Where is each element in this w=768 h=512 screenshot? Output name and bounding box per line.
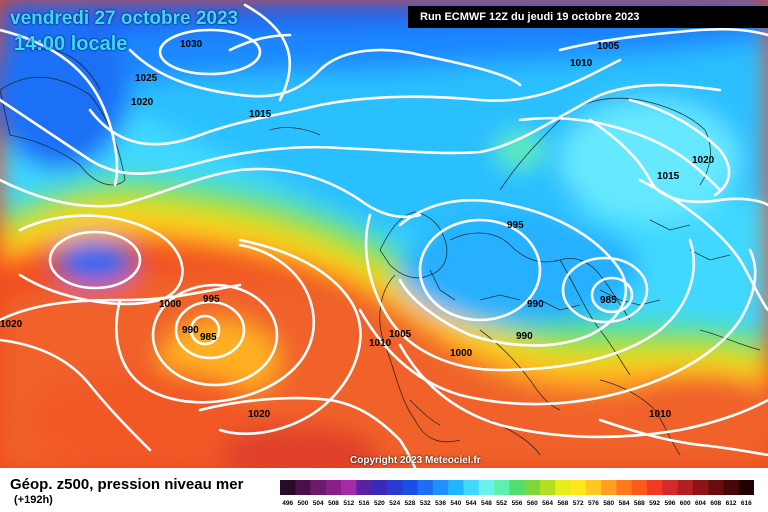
forecast-time: 14:00 locale xyxy=(14,33,128,55)
scale-swatch xyxy=(662,480,678,495)
scale-swatch xyxy=(677,480,694,495)
isobar-label: 1010 xyxy=(570,58,593,69)
scale-swatch xyxy=(631,480,648,495)
color-scale: 496 500 504 508 512 516 520 524 528 532 536 540 544 5… xyxy=(280,480,754,507)
scale-tick-label: 496 xyxy=(282,500,293,507)
scale-swatch xyxy=(402,480,418,495)
scale-tick-label: 576 xyxy=(588,500,599,507)
scale-tick-label: 560 xyxy=(527,500,538,507)
scale-swatch xyxy=(708,480,724,495)
isobar-label: 985 xyxy=(200,332,217,343)
scale-swatch xyxy=(646,480,663,495)
scale-tick-label: 556 xyxy=(512,500,523,507)
scale-tick-label: 608 xyxy=(710,500,721,507)
legend-title: Géop. z500, pression niveau mer xyxy=(10,476,244,493)
scale-tick-label: 568 xyxy=(557,500,568,507)
scale-swatch xyxy=(432,480,449,495)
scale-tick-label: 580 xyxy=(603,500,614,507)
isobar-label: 1000 xyxy=(159,299,182,310)
copyright-notice: Copyright 2023 Meteociel.fr xyxy=(350,455,481,466)
scale-swatch xyxy=(738,480,754,495)
scale-tick-label: 616 xyxy=(741,500,752,507)
isobar-label: 1020 xyxy=(248,409,271,420)
scale-swatch xyxy=(616,480,632,495)
isobars xyxy=(0,3,768,468)
isobar-label: 990 xyxy=(527,299,544,310)
scale-swatch xyxy=(601,480,617,495)
weather-map: 1030 1025 1020 1015 1005 1010 1020 1015 … xyxy=(0,0,768,468)
scale-swatch xyxy=(448,480,464,495)
scale-tick-label: 540 xyxy=(450,500,461,507)
isobar-label: 1005 xyxy=(389,329,412,340)
scale-tick-label: 508 xyxy=(328,500,339,507)
scale-tick-label: 612 xyxy=(726,500,737,507)
scale-tick-label: 500 xyxy=(298,500,309,507)
scale-tick-label: 516 xyxy=(359,500,370,507)
scale-tick-label: 600 xyxy=(680,500,691,507)
forecast-date: vendredi 27 octobre 2023 xyxy=(10,8,239,29)
scale-tick-label: 552 xyxy=(496,500,507,507)
isobar-label: 1000 xyxy=(450,348,473,359)
scale-swatch xyxy=(295,480,311,495)
scale-swatch xyxy=(341,480,357,495)
scale-tick-label: 536 xyxy=(435,500,446,507)
scale-tick-label: 592 xyxy=(649,500,660,507)
isobar-labels: 1030 1025 1020 1015 1005 1010 1020 1015 … xyxy=(0,39,715,420)
scale-tick-label: 572 xyxy=(573,500,584,507)
scale-swatch xyxy=(478,480,495,495)
isobar-label: 990 xyxy=(182,325,199,336)
scale-swatch xyxy=(371,480,388,495)
lead-time-label: (+192h) xyxy=(14,494,53,506)
isobar-label: 1020 xyxy=(0,319,23,330)
scale-swatch xyxy=(463,480,480,495)
isobar-label: 1015 xyxy=(657,171,680,182)
scale-swatch xyxy=(387,480,403,495)
isobar-label: 1030 xyxy=(180,39,203,50)
scale-tick-label: 588 xyxy=(634,500,645,507)
scale-tick-label: 544 xyxy=(466,500,477,507)
isobar-label: 1025 xyxy=(135,73,158,84)
scale-swatch xyxy=(417,480,434,495)
scale-tick-label: 548 xyxy=(481,500,492,507)
scale-swatch xyxy=(692,480,709,495)
scale-swatch xyxy=(494,480,510,495)
scale-swatch xyxy=(570,480,587,495)
scale-tick-label: 504 xyxy=(313,500,324,507)
scale-tick-label: 528 xyxy=(405,500,416,507)
scale-swatch xyxy=(310,480,327,495)
scale-swatch xyxy=(723,480,740,495)
scale-swatch xyxy=(325,480,342,495)
scale-swatch xyxy=(539,480,556,495)
isobar-label: 990 xyxy=(516,331,533,342)
isobar-label: 995 xyxy=(507,220,524,231)
scale-tick-label: 596 xyxy=(664,500,675,507)
scale-tick-label: 512 xyxy=(343,500,354,507)
isobar-label: 1020 xyxy=(692,155,715,166)
isobar-label: 1005 xyxy=(597,41,620,52)
scale-swatch xyxy=(524,480,541,495)
isobar-label: 1015 xyxy=(249,109,272,120)
isobar-label: 985 xyxy=(600,295,617,306)
isobar-label: 1010 xyxy=(649,409,672,420)
scale-tick-label: 532 xyxy=(420,500,431,507)
scale-swatch xyxy=(555,480,571,495)
scale-tick-label: 604 xyxy=(695,500,706,507)
scale-swatch xyxy=(585,480,602,495)
run-info-banner: Run ECMWF 12Z du jeudi 19 octobre 2023 xyxy=(408,6,768,28)
isobar-label: 1010 xyxy=(369,338,392,349)
legend-footer: Géop. z500, pression niveau mer (+192h) … xyxy=(0,468,768,512)
scale-swatch xyxy=(356,480,373,495)
scale-tick-label: 520 xyxy=(374,500,385,507)
isobar-label: 995 xyxy=(203,294,220,305)
scale-swatch xyxy=(280,480,296,495)
scale-tick-label: 564 xyxy=(542,500,553,507)
scale-tick-label: 524 xyxy=(389,500,400,507)
scale-tick-label: 584 xyxy=(619,500,630,507)
isobar-label: 1020 xyxy=(131,97,154,108)
scale-swatch xyxy=(509,480,525,495)
